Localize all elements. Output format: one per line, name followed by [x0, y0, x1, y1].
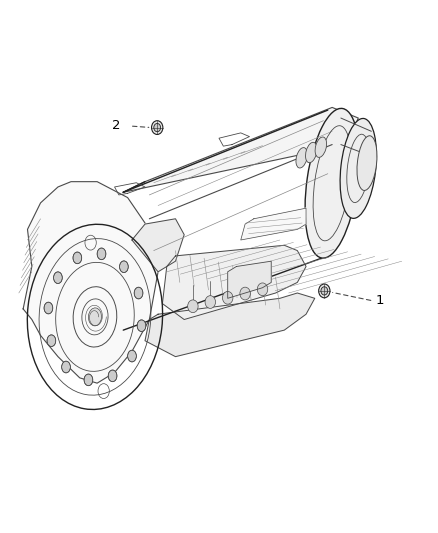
Ellipse shape — [88, 308, 102, 326]
Polygon shape — [123, 108, 358, 192]
Ellipse shape — [187, 300, 198, 313]
Ellipse shape — [257, 283, 268, 296]
Ellipse shape — [306, 142, 317, 163]
Ellipse shape — [321, 287, 328, 295]
Ellipse shape — [154, 124, 161, 132]
Ellipse shape — [296, 148, 307, 168]
Ellipse shape — [205, 296, 215, 309]
Ellipse shape — [62, 361, 71, 373]
Ellipse shape — [152, 120, 163, 134]
Ellipse shape — [127, 350, 136, 362]
Polygon shape — [241, 208, 306, 240]
Ellipse shape — [47, 335, 56, 346]
Ellipse shape — [53, 272, 62, 284]
Polygon shape — [228, 261, 271, 298]
Polygon shape — [132, 219, 184, 272]
Polygon shape — [145, 293, 315, 357]
Ellipse shape — [137, 320, 146, 332]
Ellipse shape — [319, 284, 330, 298]
Text: 2: 2 — [113, 119, 121, 133]
Ellipse shape — [305, 108, 359, 258]
Ellipse shape — [223, 292, 233, 304]
Ellipse shape — [134, 287, 143, 299]
Ellipse shape — [108, 370, 117, 382]
Ellipse shape — [240, 287, 251, 300]
Ellipse shape — [44, 302, 53, 314]
Text: 1: 1 — [376, 294, 384, 308]
Ellipse shape — [315, 137, 327, 157]
Ellipse shape — [73, 252, 82, 264]
Ellipse shape — [84, 374, 93, 386]
Ellipse shape — [340, 118, 376, 219]
Ellipse shape — [357, 136, 377, 190]
Ellipse shape — [97, 248, 106, 260]
Polygon shape — [23, 182, 158, 383]
Ellipse shape — [120, 261, 128, 272]
Polygon shape — [162, 245, 306, 319]
